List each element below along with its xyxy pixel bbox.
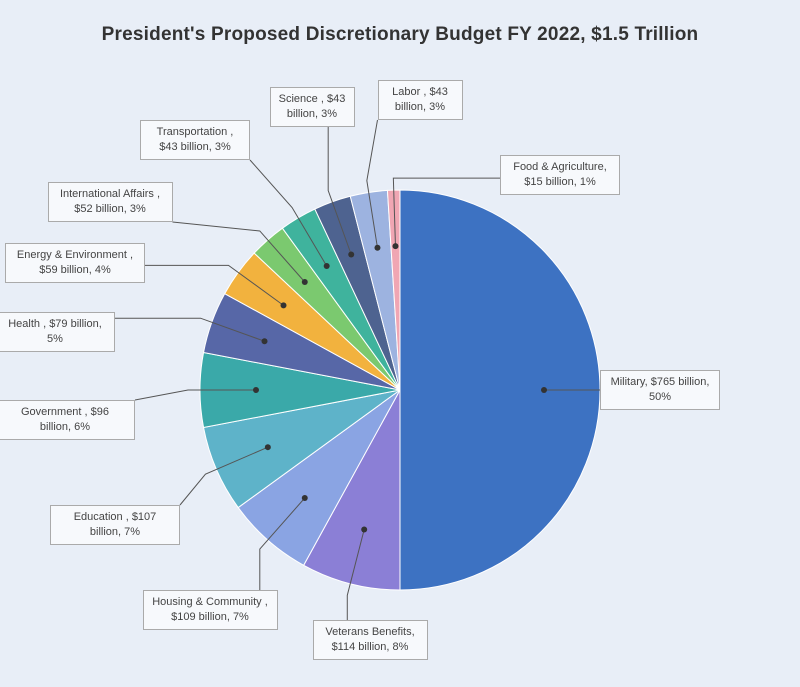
- leader-dot: [302, 495, 308, 501]
- slice-label-pct: 4%: [95, 264, 111, 276]
- slice-label-pct: 5%: [47, 333, 63, 345]
- slice-label-line1: Transportation: [157, 126, 231, 138]
- slice-label-value: $765 billion: [651, 376, 707, 388]
- slice-label-pct: 3%: [429, 101, 445, 113]
- leader-dot: [302, 279, 308, 285]
- slice-label: Military, $765 billion, 50%: [600, 370, 720, 410]
- slice-label-pct: 8%: [393, 641, 409, 653]
- slice-label-line1: Food & Agriculture: [513, 161, 604, 173]
- slice-label-value: $43 billion: [159, 141, 209, 153]
- slice-label-value: $79 billion: [49, 318, 99, 330]
- slice-label-pct: 1%: [580, 176, 596, 188]
- leader-dot: [281, 302, 287, 308]
- pie-chart-container: President's Proposed Discretionary Budge…: [0, 0, 800, 687]
- slice-label-line1: Science: [279, 93, 321, 105]
- leader-dot: [324, 263, 330, 269]
- slice-label: Energy & Environment , $59 billion, 4%: [5, 243, 145, 283]
- slice-label: International Affairs , $52 billion, 3%: [48, 182, 173, 222]
- leader-dot: [265, 444, 271, 450]
- slice-label: Labor , $43 billion, 3%: [378, 80, 463, 120]
- slice-label-value: $59 billion: [39, 264, 89, 276]
- slice-label-line1: Labor: [392, 86, 423, 98]
- leader-dot: [392, 243, 398, 249]
- slice-label-line1: Military: [611, 376, 645, 388]
- slice-label-value: $15 billion: [524, 176, 574, 188]
- slice-label-value: $52 billion: [74, 203, 124, 215]
- leader-dot: [541, 387, 547, 393]
- slice-label-line1: Veterans Benefits: [325, 626, 411, 638]
- slice-label: Science , $43 billion, 3%: [270, 87, 355, 127]
- slice-label-pct: 3%: [130, 203, 146, 215]
- slice-label: Food & Agriculture, $15 billion, 1%: [500, 155, 620, 195]
- slice-label: Education , $107 billion, 7%: [50, 505, 180, 545]
- slice-label-pct: 7%: [124, 526, 140, 538]
- slice-label-value: $109 billion: [171, 611, 227, 623]
- leader-dot: [374, 245, 380, 251]
- slice-label-pct: 7%: [233, 611, 249, 623]
- slice-label-pct: 3%: [321, 108, 337, 120]
- slice-label: Health , $79 billion, 5%: [0, 312, 115, 352]
- leader-dot: [348, 252, 354, 258]
- slice-label-pct: 6%: [74, 421, 90, 433]
- leader-dot: [253, 387, 259, 393]
- slice-label-line1: Government: [21, 406, 85, 418]
- slice-label-pct: 50%: [649, 391, 671, 403]
- leader-dot: [262, 338, 268, 344]
- slice-label: Veterans Benefits, $114 billion, 8%: [313, 620, 428, 660]
- slice-label: Transportation , $43 billion, 3%: [140, 120, 250, 160]
- slice-label-line1: Education: [74, 511, 126, 523]
- slice-label: Government , $96 billion, 6%: [0, 400, 135, 440]
- slice-label-pct: 3%: [215, 141, 231, 153]
- leader-dot: [361, 526, 367, 532]
- slice-label-value: $114 billion: [332, 641, 387, 653]
- slice-label-line1: Housing & Community: [152, 596, 265, 608]
- slice-label: Housing & Community , $109 billion, 7%: [143, 590, 278, 630]
- slice-label-line1: Energy & Environment: [17, 249, 130, 261]
- slice-label-line1: Health: [8, 318, 43, 330]
- slice-label-line1: International Affairs: [60, 188, 157, 200]
